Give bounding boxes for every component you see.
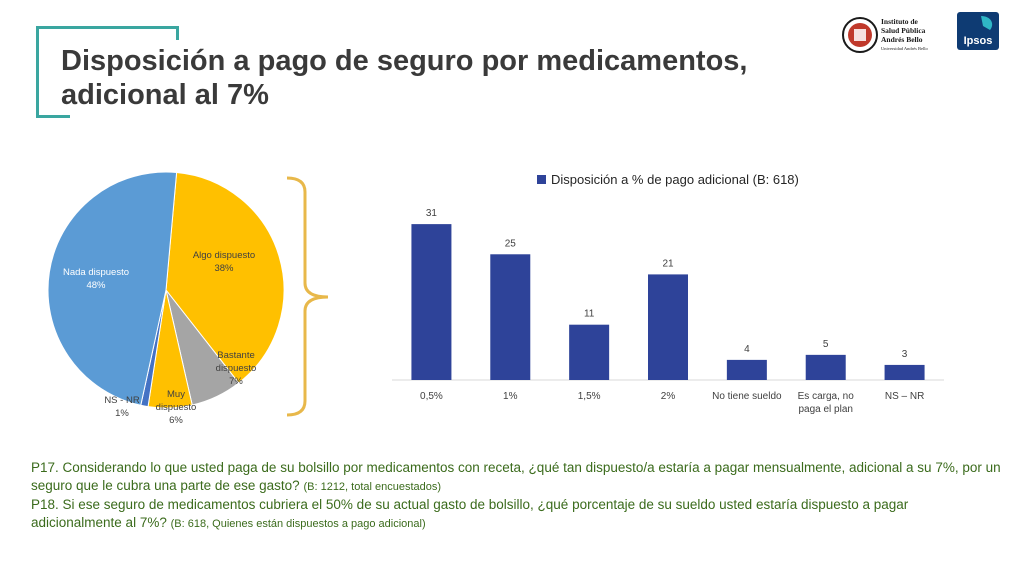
bar-value-3: 21 — [662, 258, 674, 269]
bar-5 — [805, 354, 846, 380]
bar-category-line: 2% — [661, 391, 676, 402]
pie-label-2: Muy dispuesto 6% — [156, 389, 197, 426]
bar-category-5: Es carga, no paga el plan — [798, 391, 855, 415]
pie-label-4: Nada dispuesto 48% — [63, 267, 129, 291]
bar-legend: Disposición a % de pago adicional (B: 61… — [537, 172, 799, 187]
pie-label-line: 48% — [86, 280, 106, 291]
pie-label-1: Bastante dispuesto 7% — [216, 350, 257, 387]
pie-label-line: Bastante — [217, 350, 255, 361]
institute-seal-emblem — [854, 29, 866, 41]
bar-category-0: 0,5% — [420, 391, 443, 402]
pie-label-line: Algo dispuesto — [193, 250, 255, 261]
institute-line1: Instituto de — [881, 17, 919, 26]
pie-label-line: Nada dispuesto — [63, 267, 129, 278]
bar-category-line: Es carga, no — [798, 391, 855, 402]
bar-1 — [490, 254, 531, 380]
institute-line2: Salud Pública — [881, 26, 926, 35]
bar-category-6: NS – NR — [885, 391, 924, 402]
bar-6 — [884, 364, 925, 380]
bar-category-line: 1% — [503, 391, 518, 402]
bar-value-2: 11 — [584, 309, 595, 320]
pie-label-line: dispuesto — [216, 363, 257, 374]
bar-category-1: 1% — [503, 391, 518, 402]
institute-line3: Andrés Bello — [881, 35, 923, 44]
pie-label-line: 1% — [115, 408, 129, 419]
bar-category-3: 2% — [661, 391, 676, 402]
question-p17: P17. Considerando lo que usted paga de s… — [31, 460, 1001, 493]
pie-label-0: Algo dispuesto 38% — [193, 250, 255, 274]
question-text: P17. Considerando lo que usted paga de s… — [31, 459, 1001, 533]
pie-label-line: 7% — [229, 376, 243, 387]
pie-slice-0 — [165, 171, 285, 384]
bar-value-5: 5 — [823, 339, 829, 350]
bar-4 — [726, 359, 767, 380]
pie-label-line: 6% — [169, 415, 183, 426]
pie-label-line: 38% — [214, 263, 234, 274]
ipsos-logo-swoosh — [981, 16, 993, 30]
title-frame-right — [176, 26, 179, 40]
bar-category-line: 1,5% — [578, 391, 601, 402]
page-title: Disposición a pago de seguro por medicam… — [61, 45, 748, 111]
bar-category-line: NS – NR — [885, 391, 924, 402]
question-p18-base: (B: 618, Quienes están dispuestos a pago… — [170, 518, 426, 530]
title-frame-bottom — [36, 115, 70, 118]
ipsos-logo-text: Ipsos — [964, 35, 993, 47]
bar-category-line: paga el plan — [798, 404, 853, 415]
institute-sub: Universidad Andrés Bello — [881, 46, 928, 51]
bar-value-1: 25 — [505, 238, 517, 249]
institute-logo: Instituto de Salud Pública Andrés Bello … — [842, 17, 928, 53]
legend-swatch — [537, 175, 546, 184]
ipsos-logo: Ipsos — [957, 12, 999, 50]
title-frame-left — [36, 26, 39, 118]
bar-category-line: No tiene sueldo — [712, 391, 782, 402]
bar-3 — [648, 274, 688, 380]
bar-category-4: No tiene sueldo — [712, 391, 782, 402]
pie-label-line: dispuesto — [156, 402, 197, 413]
brace-path — [286, 176, 329, 417]
question-p18: P18. Si ese seguro de medicamentos cubri… — [31, 497, 909, 530]
bar-0 — [411, 224, 452, 380]
bar-value-6: 3 — [902, 349, 908, 360]
pie-label-line: Muy — [167, 389, 185, 400]
bar-category-2: 1,5% — [578, 391, 601, 402]
title-frame-top — [36, 26, 179, 29]
pie-slice-4 — [47, 171, 178, 406]
question-p17-base: (B: 1212, total encuestados) — [303, 481, 442, 493]
bar-value-4: 4 — [744, 344, 750, 355]
bar-2 — [569, 324, 610, 380]
pie-label-3: NS - NR 1% — [104, 395, 140, 419]
bar-category-line: 0,5% — [420, 391, 443, 402]
bar-value-0: 31 — [426, 208, 438, 219]
pie-label-line: NS - NR — [104, 395, 140, 406]
legend-label: Disposición a % de pago adicional (B: 61… — [551, 172, 799, 187]
